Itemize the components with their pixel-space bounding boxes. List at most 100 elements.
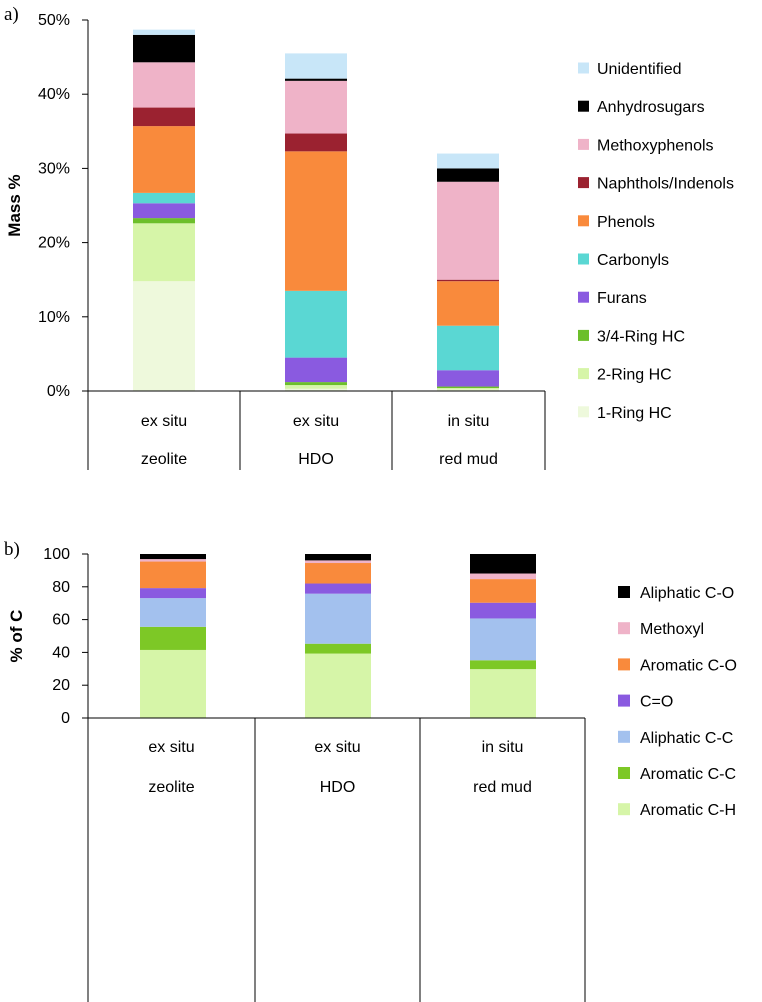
y-tick-label: 20% xyxy=(38,235,70,252)
bar-segment xyxy=(437,279,499,282)
bar-segment xyxy=(437,370,499,387)
category-label: HDO xyxy=(320,779,356,796)
legend-swatch xyxy=(578,62,589,74)
bar-segment xyxy=(285,357,347,383)
legend-label: Unidentified xyxy=(597,61,682,78)
bar-segment xyxy=(133,203,195,219)
legend-label: Phenols xyxy=(597,214,655,231)
panel-label: b) xyxy=(4,539,20,560)
bar-segment xyxy=(140,588,206,599)
legend-swatch xyxy=(618,622,630,635)
bar-segment xyxy=(437,389,499,391)
legend-label: Naphthols/Indenols xyxy=(597,176,734,193)
bar-segment xyxy=(470,554,536,574)
y-tick-label: 40 xyxy=(52,644,70,661)
legend-label: Aliphatic C-O xyxy=(640,585,734,602)
bar-segment xyxy=(140,598,206,627)
bar-segment xyxy=(305,560,371,564)
category-label: ex situ xyxy=(148,739,194,756)
y-tick-label: 40% xyxy=(38,86,70,103)
bar-segment xyxy=(470,573,536,580)
category-label: zeolite xyxy=(141,451,187,468)
bar-segment xyxy=(133,126,195,193)
legend-label: Aromatic C-H xyxy=(640,802,736,819)
legend-label: Carbonyls xyxy=(597,252,669,269)
bar-segment xyxy=(305,643,371,654)
legend-swatch xyxy=(578,253,589,265)
bar-segment xyxy=(133,223,195,282)
legend-label: Anhydrosugars xyxy=(597,99,705,116)
bar-segment xyxy=(133,218,195,224)
legend-swatch xyxy=(578,329,589,341)
bar-segment xyxy=(140,561,206,589)
legend-label: 3/4-Ring HC xyxy=(597,328,685,345)
y-tick-label: 50% xyxy=(38,12,70,29)
legend-swatch xyxy=(618,730,630,743)
bar-segment xyxy=(140,559,206,562)
bar-segment xyxy=(470,660,536,670)
y-tick-label: 0 xyxy=(61,710,70,727)
bar-segment xyxy=(285,388,347,391)
bar-segment xyxy=(437,168,499,182)
legend-label: Aromatic C-C xyxy=(640,766,736,783)
category-label: in situ xyxy=(482,739,524,756)
bar-segment xyxy=(305,583,371,594)
legend-swatch xyxy=(578,177,589,189)
bar-segment xyxy=(305,593,371,644)
category-label: ex situ xyxy=(141,413,187,430)
bar-segment xyxy=(133,281,195,391)
legend-label: 1-Ring HC xyxy=(597,405,672,422)
bar-segment xyxy=(437,325,499,371)
legend-label: Aliphatic C-C xyxy=(640,730,733,747)
bar-segment xyxy=(133,34,195,63)
legend-swatch xyxy=(618,694,630,707)
legend-swatch xyxy=(578,406,589,418)
bar-segment xyxy=(133,29,195,35)
bar-segment xyxy=(140,626,206,650)
legend-label: C=O xyxy=(640,694,673,711)
legend-label: Furans xyxy=(597,290,647,307)
bar-segment xyxy=(285,80,347,134)
chart-panel-b: b) % of C 0 20 40 60 80 100 ex situ zeolite ex sit… xyxy=(4,539,737,1002)
bar-segment xyxy=(470,669,536,718)
y-tick-label: 30% xyxy=(38,160,70,177)
legend-label: Methoxyl xyxy=(640,621,704,638)
category-label: HDO xyxy=(298,451,334,468)
legend-label: Methoxyphenols xyxy=(597,137,714,154)
bar-segment xyxy=(140,649,206,718)
category-label: red mud xyxy=(439,451,498,468)
y-tick-label: 20 xyxy=(52,677,70,694)
bar-segment xyxy=(305,653,371,718)
bar-segment xyxy=(285,78,347,81)
bar-segment xyxy=(285,53,347,79)
legend-swatch xyxy=(578,100,589,112)
legend-label: Aromatic C-O xyxy=(640,657,737,674)
y-axis-label: % of C xyxy=(7,610,26,663)
category-label: red mud xyxy=(473,779,532,796)
bar-segment xyxy=(285,385,347,389)
bar-segment xyxy=(305,554,371,561)
y-tick-label: 0% xyxy=(47,383,70,400)
bar-segment xyxy=(470,602,536,619)
legend-swatch xyxy=(578,291,589,303)
bar-segment xyxy=(437,181,499,280)
bar-segment xyxy=(285,151,347,291)
bar-segment xyxy=(437,153,499,169)
bar-segment xyxy=(437,386,499,389)
legend-swatch xyxy=(578,368,589,380)
legend-swatch xyxy=(618,586,630,598)
category-label: ex situ xyxy=(293,413,339,430)
legend-swatch xyxy=(578,215,589,227)
legend-swatch xyxy=(578,138,589,150)
bar-segment xyxy=(437,281,499,326)
y-tick-label: 60 xyxy=(52,612,70,629)
bar-segment xyxy=(133,192,195,204)
legend-swatch xyxy=(618,803,630,816)
category-label: zeolite xyxy=(148,779,194,796)
bar-segment xyxy=(133,62,195,108)
category-label: in situ xyxy=(448,413,490,430)
bar-segment xyxy=(470,579,536,603)
legend-swatch xyxy=(618,658,630,671)
y-axis-label: Mass % xyxy=(5,174,24,236)
bar-segment xyxy=(437,388,499,390)
